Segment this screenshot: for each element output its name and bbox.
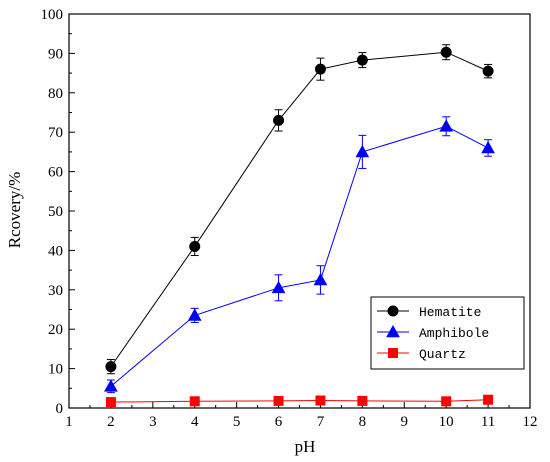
x-tick-label: 3	[149, 414, 157, 430]
x-tick-label: 6	[275, 414, 283, 430]
y-tick-label: 30	[48, 283, 63, 299]
hematite-point	[482, 65, 494, 77]
x-tick-label: 5	[233, 414, 241, 430]
quartz-point	[105, 397, 116, 408]
series-quartz	[105, 394, 494, 408]
y-tick-label: 50	[48, 204, 63, 220]
y-tick-label: 100	[41, 7, 64, 23]
x-tick-label: 2	[107, 414, 115, 430]
y-tick-label: 60	[48, 165, 63, 181]
legend-amphibole-label: Amphibole	[419, 326, 489, 341]
hematite-point	[440, 46, 452, 58]
quartz-point	[441, 396, 452, 407]
quartz-line	[110, 399, 489, 403]
hematite-point	[314, 63, 326, 75]
y-tick-label: 0	[56, 401, 64, 417]
legend-hematite-marker	[387, 305, 399, 317]
quartz-point	[357, 395, 368, 406]
hematite-point	[356, 54, 368, 66]
x-tick-label: 8	[359, 414, 367, 430]
x-tick-label: 7	[317, 414, 325, 430]
amphibole-point	[439, 119, 454, 132]
legend-hematite-label: Hematite	[419, 305, 481, 320]
y-tick-label: 20	[48, 322, 63, 338]
hematite-point	[273, 114, 285, 126]
y-tick-label: 70	[48, 125, 63, 141]
amphibole-point	[481, 140, 495, 154]
x-tick-label: 11	[481, 414, 495, 430]
quartz-point	[483, 394, 494, 405]
legend-quartz-label: Quartz	[419, 347, 466, 362]
x-tick-label: 10	[439, 414, 454, 430]
amphibole-point	[271, 280, 286, 294]
hematite-point	[189, 240, 201, 252]
hematite-point	[105, 361, 117, 373]
y-tick-label: 40	[48, 243, 63, 259]
quartz-point	[273, 395, 284, 406]
amphibole-point	[313, 272, 328, 286]
legend-quartz-marker	[388, 348, 398, 358]
y-tick-label: 90	[48, 46, 63, 62]
quartz-point	[315, 395, 326, 406]
amphibole-point	[355, 144, 370, 158]
amphibole-point	[187, 308, 202, 321]
series-amphibole	[104, 116, 495, 394]
y-tick-label: 80	[48, 86, 63, 102]
legend-amphibole-marker	[386, 324, 400, 338]
series-hematite	[105, 44, 494, 375]
x-tick-label: 1	[65, 414, 73, 430]
x-axis-title: pH	[295, 437, 316, 456]
amphibole-point	[104, 379, 118, 392]
x-tick-label: 9	[401, 414, 409, 430]
y-tick-label: 10	[48, 362, 63, 378]
x-tick-label: 12	[523, 414, 538, 430]
quartz-point	[189, 396, 200, 407]
x-tick-label: 4	[191, 414, 199, 430]
y-axis-title: Rcovery/%	[5, 172, 24, 248]
